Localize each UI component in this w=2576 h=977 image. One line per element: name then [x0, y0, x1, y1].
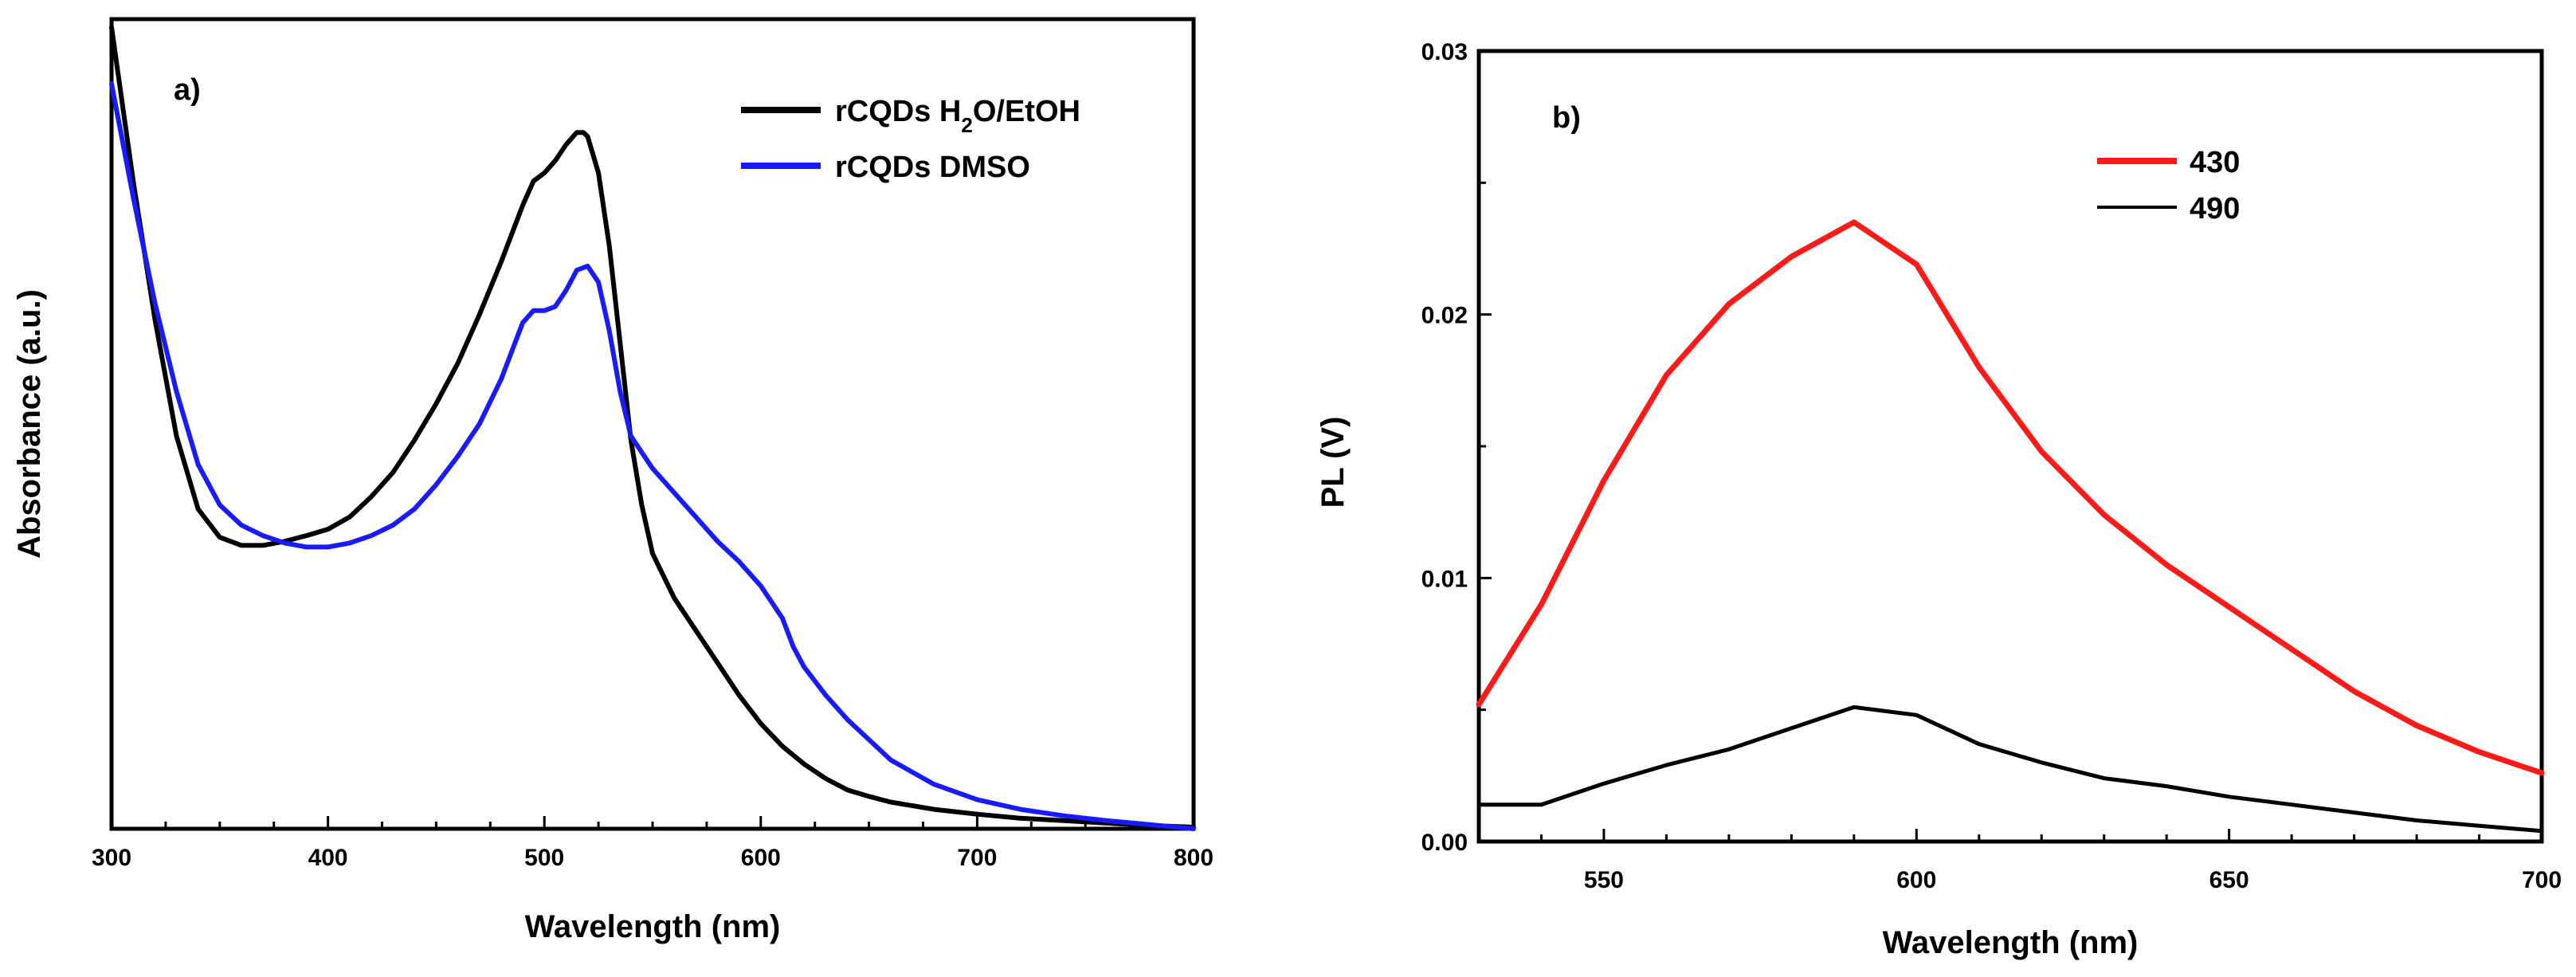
- legend-label-430: 430: [2190, 146, 2240, 179]
- legend-label-490: 490: [2190, 192, 2240, 226]
- panel-a-xtick-label: 500: [524, 845, 564, 871]
- panel-b-ytick-label: 0.03: [1421, 39, 1468, 65]
- panel-a-xtick-label: 800: [1174, 845, 1214, 871]
- panel-a-legend: rCQDs H2O/EtOH rCQDs DMSO: [741, 95, 1080, 184]
- panel-b-series-430-line: [1476, 219, 2545, 776]
- panel-b-xtick-label: 650: [2209, 867, 2249, 893]
- legend-label-dmso: rCQDs DMSO: [835, 151, 1030, 184]
- panel-a-chart: 300 400 500 600 700 800 a) Wavelength (nm) Ab…: [12, 17, 1214, 944]
- panel-b-ticks: 550 600 650 700 0.00 0.01 0.02 0.03: [1421, 39, 2562, 893]
- panel-a-xtick-label: 300: [92, 845, 131, 871]
- panel-a-plot-frame: [109, 17, 1196, 831]
- panel-b-legend: 430 490: [2097, 146, 2240, 226]
- panel-b-ylabel: PL (V): [1315, 417, 1351, 508]
- panel-b-xlabel: Wavelength (nm): [1883, 925, 2139, 960]
- panel-a-xtick-label: 700: [957, 845, 997, 871]
- panel-b-ytick-label: 0.01: [1421, 566, 1468, 592]
- panel-b-ytick-label: 0.00: [1421, 830, 1468, 856]
- panel-b-series: [1476, 219, 2545, 834]
- panel-b-chart: 550 600 650 700 0.00 0.01 0.02 0.03 b) Waveleng…: [1315, 39, 2562, 960]
- panel-a-xlabel: Wavelength (nm): [525, 909, 781, 944]
- panel-b-series-490-line: [1476, 704, 2544, 834]
- panel-a-ylabel: Absorbance (a.u.): [12, 289, 47, 559]
- panel-a-series: [109, 25, 1196, 831]
- panel-b-xtick-label: 700: [2522, 867, 2562, 893]
- panel-b-label: b): [1552, 101, 1581, 135]
- panel-a-label: a): [174, 73, 201, 107]
- panel-a-series-1-line: [109, 81, 1196, 831]
- panel-b-plot-frame: [1476, 49, 2544, 844]
- panel-b-xtick-label: 550: [1584, 867, 1624, 893]
- panel-a-xtick-label: 400: [308, 845, 348, 871]
- panel-a-series-0-line: [109, 25, 1196, 830]
- panel-a-ticks: 300 400 500 600 700 800: [92, 816, 1214, 871]
- legend-label-h2o-etoh: rCQDs H2O/EtOH: [835, 95, 1080, 137]
- panel-b-ytick-label: 0.02: [1421, 303, 1468, 329]
- panel-b-xtick-label: 600: [1896, 867, 1936, 893]
- panel-a-xtick-label: 600: [741, 845, 781, 871]
